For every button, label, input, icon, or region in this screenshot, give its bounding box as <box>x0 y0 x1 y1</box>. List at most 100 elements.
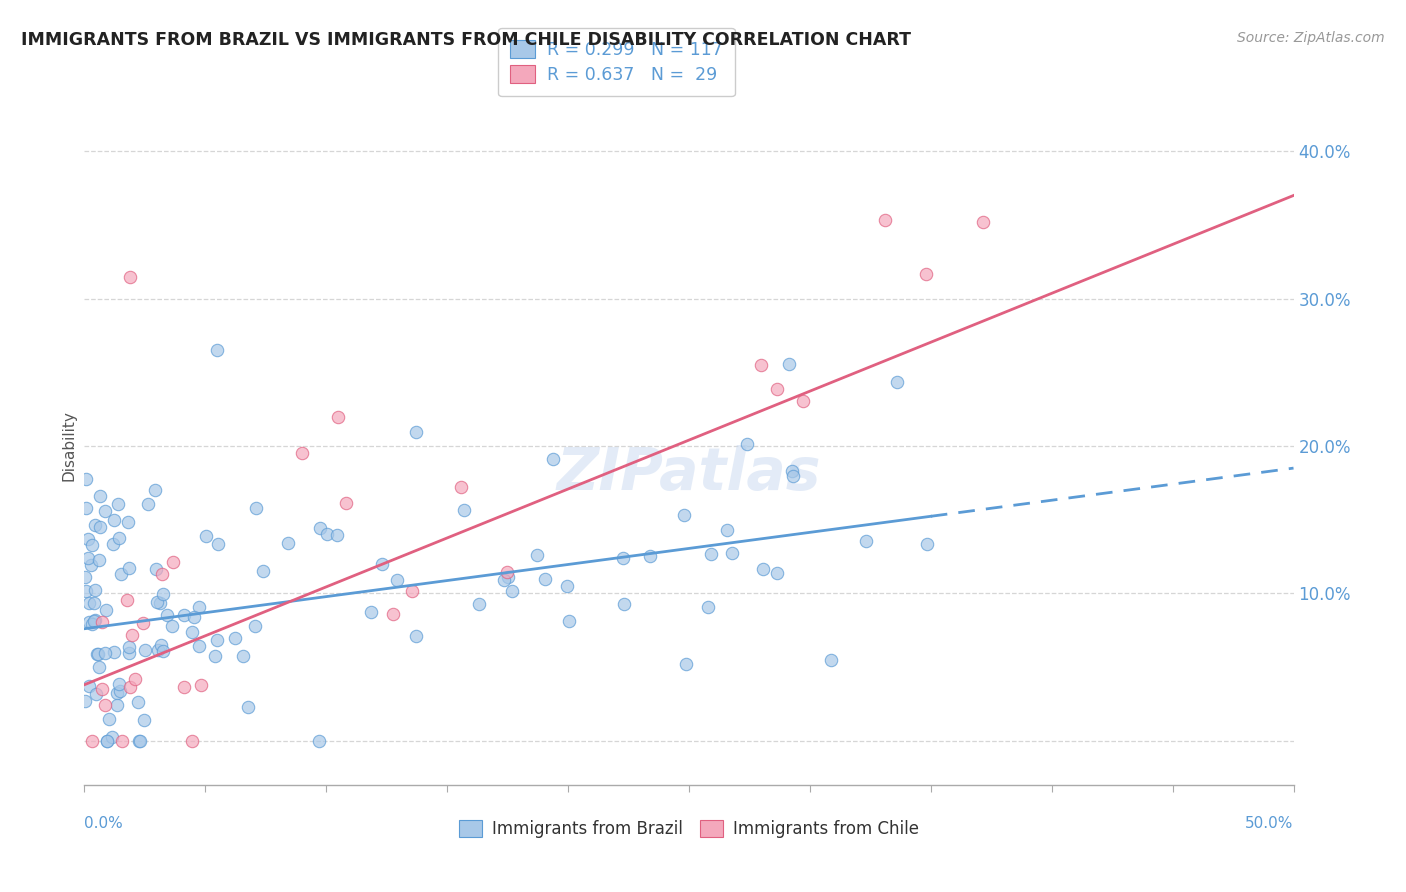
Point <box>782 469 804 483</box>
Point <box>752 561 775 575</box>
Point <box>118 561 141 575</box>
Point <box>75 472 97 486</box>
Text: IMMIGRANTS FROM BRAZIL VS IMMIGRANTS FROM CHILE DISABILITY CORRELATION CHART: IMMIGRANTS FROM BRAZIL VS IMMIGRANTS FRO… <box>21 31 911 49</box>
Point <box>152 644 174 658</box>
Point <box>205 632 228 647</box>
Point <box>405 629 427 643</box>
Point <box>855 533 877 548</box>
Text: Source: ZipAtlas.com: Source: ZipAtlas.com <box>1237 31 1385 45</box>
Point <box>188 639 211 653</box>
Point <box>86 648 108 662</box>
Point <box>89 519 111 533</box>
Point <box>204 648 226 663</box>
Point <box>107 497 129 511</box>
Point <box>94 646 117 660</box>
Point <box>146 643 169 657</box>
Point <box>131 615 153 630</box>
Point <box>149 596 172 610</box>
Point <box>533 572 555 586</box>
Point <box>75 583 97 598</box>
Point <box>181 733 204 747</box>
Point <box>96 733 118 747</box>
Point <box>765 566 787 580</box>
Point <box>328 409 350 424</box>
Point <box>150 638 173 652</box>
Point <box>501 583 523 598</box>
Point <box>675 657 697 671</box>
Point <box>326 528 349 542</box>
Point <box>77 615 100 630</box>
Point <box>778 357 800 371</box>
Point <box>84 613 107 627</box>
Point <box>612 550 634 565</box>
Point <box>401 584 423 599</box>
Point <box>494 574 516 588</box>
Point <box>972 214 994 228</box>
Point <box>360 605 382 619</box>
Point <box>84 687 107 701</box>
Point <box>316 526 339 541</box>
Point <box>915 537 938 551</box>
Point <box>716 523 738 537</box>
Point <box>224 631 246 645</box>
Point <box>496 570 519 584</box>
Point <box>450 480 472 494</box>
Point <box>145 561 167 575</box>
Y-axis label: Disability: Disability <box>60 410 76 482</box>
Point <box>77 596 100 610</box>
Point <box>245 500 267 515</box>
Point <box>886 375 908 389</box>
Point <box>128 733 150 747</box>
Point <box>108 677 131 691</box>
Point <box>243 618 266 632</box>
Point <box>696 599 718 614</box>
Point <box>291 446 314 460</box>
Point <box>128 733 150 747</box>
Point <box>453 503 475 517</box>
Point <box>146 595 169 609</box>
Point <box>277 536 299 550</box>
Point <box>252 565 274 579</box>
Point <box>118 640 141 655</box>
Point <box>496 566 519 580</box>
Point <box>100 731 122 745</box>
Point <box>77 533 100 547</box>
Point <box>236 700 259 714</box>
Point <box>183 610 205 624</box>
Point <box>915 267 938 281</box>
Point <box>94 698 117 713</box>
Point <box>721 546 744 560</box>
Point <box>387 573 409 587</box>
Point <box>115 593 138 607</box>
Point <box>207 343 229 358</box>
Point <box>121 627 143 641</box>
Point <box>468 597 491 611</box>
Point <box>80 538 103 552</box>
Point <box>180 625 202 640</box>
Point <box>83 596 105 610</box>
Point <box>105 686 128 700</box>
Point <box>673 508 696 523</box>
Point <box>127 695 149 709</box>
Text: 50.0%: 50.0% <box>1246 815 1294 830</box>
Point <box>143 483 166 497</box>
Point <box>820 653 842 667</box>
Point <box>309 521 332 535</box>
Text: ZIPatlas: ZIPatlas <box>557 444 821 501</box>
Point <box>555 579 578 593</box>
Point <box>612 597 634 611</box>
Point <box>195 529 218 543</box>
Point <box>96 733 118 747</box>
Point <box>82 617 104 632</box>
Point <box>124 673 146 687</box>
Point <box>89 660 111 674</box>
Point <box>90 682 112 697</box>
Point <box>89 553 111 567</box>
Point <box>735 436 758 450</box>
Point <box>335 496 357 510</box>
Point <box>381 607 404 621</box>
Point <box>207 537 229 551</box>
Point <box>118 681 141 695</box>
Point <box>118 646 141 660</box>
Point <box>136 497 159 511</box>
